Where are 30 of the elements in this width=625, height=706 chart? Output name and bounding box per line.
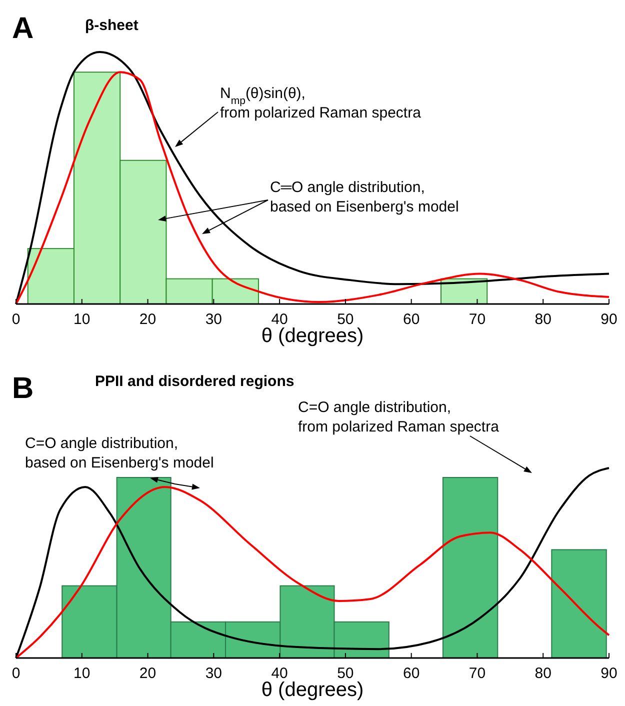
x-tick-label: 20 xyxy=(139,311,156,328)
annotation: N$_{mp}$(θ)sin(θ), from polarized Raman spectra xyxy=(220,85,422,122)
x-tick-label: 30 xyxy=(205,665,222,682)
x-tick-label: 90 xyxy=(600,311,618,328)
x-tick-label: 10 xyxy=(74,665,90,682)
text: B xyxy=(12,372,34,405)
x-tick-label: 30 xyxy=(205,311,222,328)
chart-title: β-sheet xyxy=(85,17,138,34)
x-tick-label: 60 xyxy=(402,665,420,682)
x-tick-label: 0 xyxy=(12,665,20,682)
x-tick-label: 80 xyxy=(534,665,552,682)
annotation: C=O angle distribution, based on Eisenberg's model xyxy=(25,435,214,472)
x-tick-label: 40 xyxy=(271,665,288,682)
x-tick-label: 0 xyxy=(12,311,20,328)
x-tick-label: 50 xyxy=(337,311,354,328)
text: C=O angle distribution, from polarized Raman spectra xyxy=(298,399,500,436)
x-tick-label: 70 xyxy=(468,311,486,328)
x-tick-label: 50 xyxy=(337,665,354,682)
x-axis-title: θ (degrees) xyxy=(261,679,364,701)
x-axis-title: θ (degrees) xyxy=(261,325,364,347)
x-tick-label: 20 xyxy=(139,665,156,682)
x-tick-label: 90 xyxy=(600,665,618,682)
annotation: C═O angle distribution, based on Eisenberg's model xyxy=(270,179,459,216)
x-tick-label: 80 xyxy=(534,311,552,328)
x-tick-label: 40 xyxy=(271,311,288,328)
x-tick-label: 70 xyxy=(468,665,486,682)
x-tick-label: 60 xyxy=(402,311,420,328)
text: A xyxy=(12,12,34,45)
chart-title: PPII and disordered regions xyxy=(95,373,294,390)
x-tick-label: 10 xyxy=(74,311,90,328)
